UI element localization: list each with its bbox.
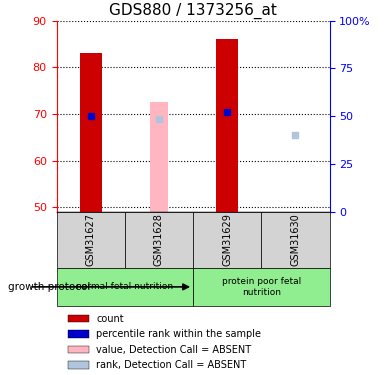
Bar: [216, 39, 238, 212]
Bar: [80, 53, 101, 212]
Bar: [67, 315, 89, 322]
Bar: [150, 102, 168, 212]
Text: GSM31628: GSM31628: [154, 214, 164, 266]
Text: GSM31630: GSM31630: [291, 214, 300, 266]
Text: normal fetal nutrition: normal fetal nutrition: [76, 282, 174, 291]
Text: GSM31627: GSM31627: [86, 213, 96, 267]
Text: count: count: [96, 314, 124, 324]
Bar: [57, 212, 125, 268]
Text: protein poor fetal
nutrition: protein poor fetal nutrition: [222, 277, 301, 297]
Text: growth protocol: growth protocol: [8, 282, 90, 292]
Text: GSM31629: GSM31629: [222, 214, 232, 266]
Bar: [261, 212, 330, 268]
Bar: [67, 362, 89, 369]
Text: rank, Detection Call = ABSENT: rank, Detection Call = ABSENT: [96, 360, 246, 370]
Bar: [193, 212, 261, 268]
Bar: [67, 330, 89, 338]
Text: percentile rank within the sample: percentile rank within the sample: [96, 329, 261, 339]
Bar: [125, 212, 193, 268]
Bar: [67, 346, 89, 353]
Bar: [57, 268, 193, 306]
Title: GDS880 / 1373256_at: GDS880 / 1373256_at: [109, 3, 277, 19]
Bar: [193, 268, 330, 306]
Text: value, Detection Call = ABSENT: value, Detection Call = ABSENT: [96, 345, 251, 355]
